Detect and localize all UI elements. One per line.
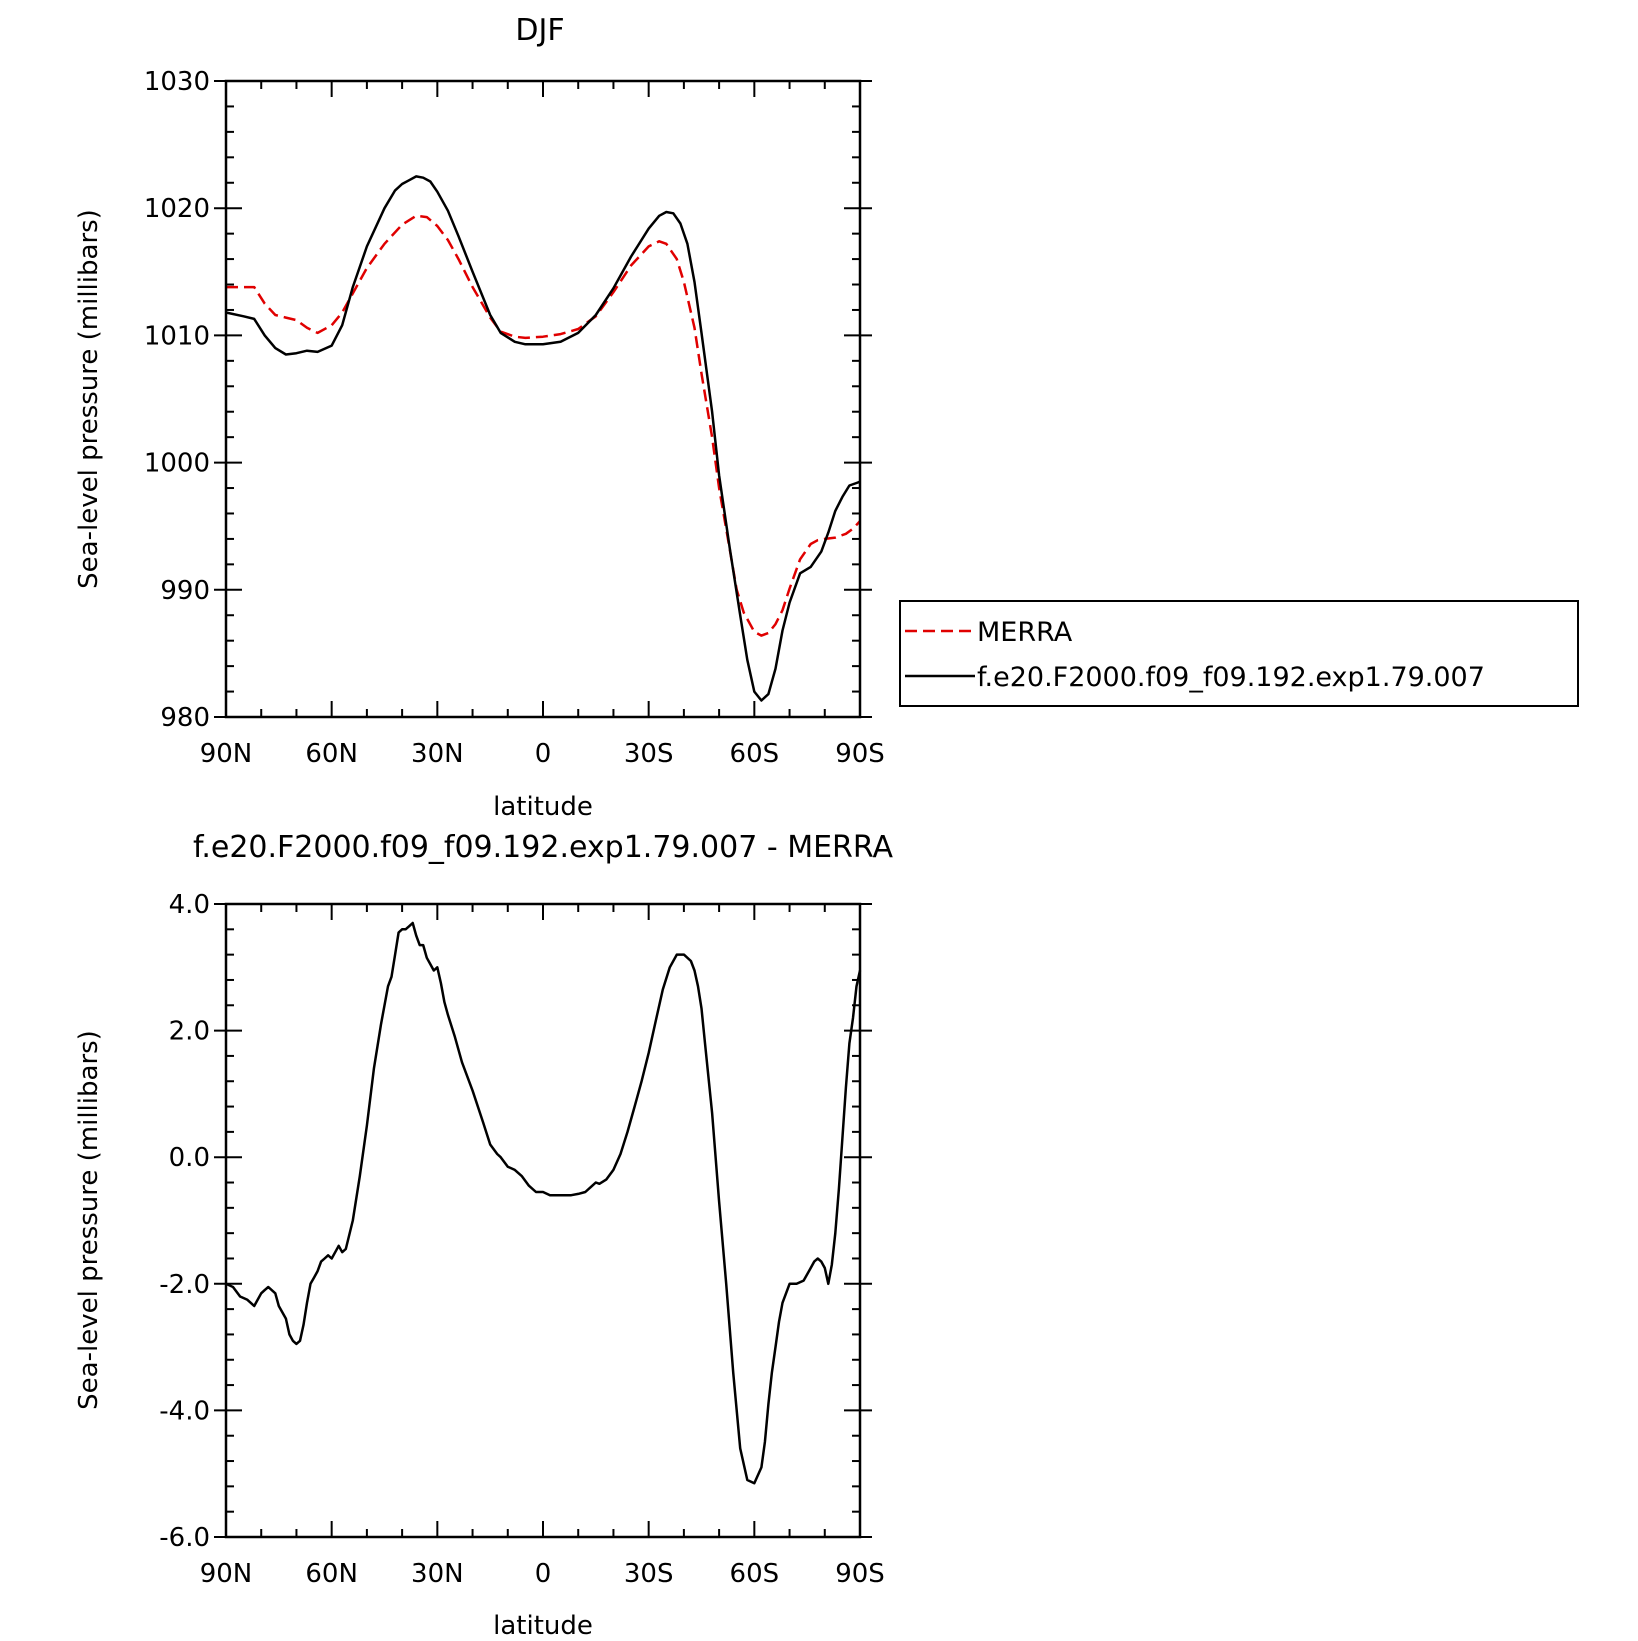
x-tick-label: 30S [624, 1559, 674, 1589]
x-tick-label: 30S [624, 739, 674, 769]
x-tick-label: 0 [535, 739, 552, 769]
x-tick-label: 90N [200, 1559, 253, 1589]
top-chart-title: DJF [515, 13, 564, 48]
top-x-axis-title: latitude [493, 792, 593, 822]
top-series-line-1 [225, 175, 861, 702]
x-tick-label: 0 [535, 1559, 552, 1589]
top-y-axis-title: Sea-level pressure (millibars) [74, 209, 104, 589]
y-tick-label: 990 [160, 576, 210, 606]
x-tick-label: 60N [305, 1559, 358, 1589]
y-tick-label: 1030 [144, 67, 210, 97]
top-series-line-0 [226, 214, 861, 637]
x-tick-label: 60N [305, 739, 358, 769]
top-y-ticks: 980 990 1000 1010 1020 1030 [144, 67, 872, 733]
x-tick-label: 30N [411, 739, 464, 769]
y-tick-label: 1000 [144, 449, 210, 479]
y-tick-label: 4.0 [169, 890, 210, 920]
top-x-ticks: 90N 60N 30N 0 30S 60S 90S [200, 81, 885, 769]
x-tick-label: 60S [730, 1559, 780, 1589]
y-tick-label: 2.0 [169, 1017, 210, 1047]
y-tick-label: -2.0 [159, 1270, 210, 1300]
bottom-panel: f.e20.F2000.f09_f09.192.exp1.79.007 - ME… [74, 830, 894, 1641]
x-tick-label: 90S [835, 1559, 885, 1589]
top-series-lines [225, 175, 861, 702]
legend-label-model: f.e20.F2000.f09_f09.192.exp1.79.007 [977, 662, 1485, 693]
y-tick-label: 1020 [144, 194, 210, 224]
x-tick-label: 90N [200, 739, 253, 769]
bottom-chart-title: f.e20.F2000.f09_f09.192.exp1.79.007 - ME… [193, 830, 894, 865]
x-tick-label: 30N [411, 1559, 464, 1589]
legend: MERRA f.e20.F2000.f09_f09.192.exp1.79.00… [899, 600, 1579, 707]
legend-label-merra: MERRA [977, 617, 1073, 648]
legend-box [899, 600, 1579, 707]
bottom-y-ticks: -6.0 -4.0 -2.0 0.0 2.0 4.0 [159, 890, 872, 1553]
x-tick-label: 60S [730, 739, 780, 769]
bottom-y-axis-title: Sea-level pressure (millibars) [74, 1030, 104, 1410]
y-tick-label: -6.0 [159, 1523, 210, 1553]
bottom-x-axis-title: latitude [493, 1611, 593, 1641]
bottom-plot-frame [224, 902, 862, 1539]
top-plot-frame [224, 79, 862, 719]
bottom-x-ticks: 90N 60N 30N 0 30S 60S 90S [200, 904, 885, 1589]
bottom-series-lines [225, 921, 862, 1485]
top-panel: DJF 90N 60N 30N 0 30S 60S 90S 980 990 1000 1010 10… [74, 13, 1579, 822]
y-tick-label: 0.0 [169, 1143, 210, 1173]
y-tick-label: 980 [160, 703, 210, 733]
y-tick-label: -4.0 [159, 1396, 210, 1426]
bottom-series-line-0 [225, 921, 862, 1485]
x-tick-label: 90S [835, 739, 885, 769]
y-tick-label: 1010 [144, 321, 210, 351]
